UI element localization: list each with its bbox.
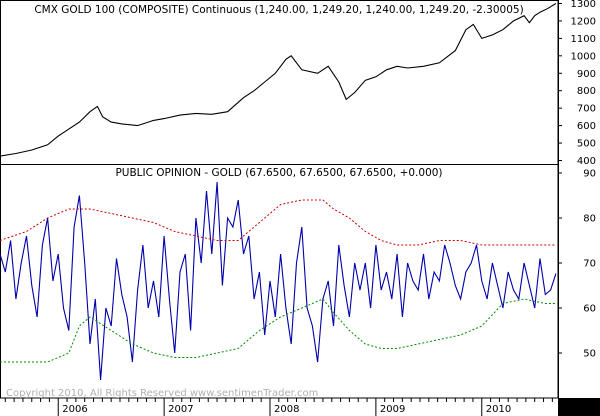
public-opinion-title: PUBLIC OPINION - GOLD (67.6500, 67.6500,… <box>115 167 442 179</box>
y-tick-label: 1100 <box>571 34 596 45</box>
x-tick-label: 2009 <box>380 404 405 415</box>
x-tick-label: 2008 <box>274 404 299 415</box>
gold-price-title: CMX GOLD 100 (COMPOSITE) Continuous (1,2… <box>34 4 523 16</box>
y-tick-label: 700 <box>577 104 596 115</box>
y-tick-label: 60 <box>583 304 596 315</box>
copyright-credit: Copyright 2010, All Rights Reserved www.… <box>6 388 318 399</box>
y-tick-label: 800 <box>577 86 596 97</box>
x-tick-label: 2006 <box>62 404 87 415</box>
primary-series-line <box>0 181 557 381</box>
y-tick-label: 70 <box>583 259 596 270</box>
y-tick-label: 80 <box>583 214 596 225</box>
y-tick-label: 500 <box>577 139 596 150</box>
y-tick-label: 90 <box>583 169 596 180</box>
y-tick-label: 50 <box>583 349 596 360</box>
public-opinion-panel: 50 60 70 80 90 2006 2007 2008 2009 2010 <box>0 169 596 416</box>
y-tick-label: 900 <box>577 69 596 80</box>
y-tick-label: 1300 <box>571 0 596 10</box>
axis-corner-block <box>558 398 600 416</box>
upper-band-line <box>0 199 556 246</box>
y-tick-label: 600 <box>577 121 596 132</box>
gold-price-line <box>0 3 557 157</box>
y-tick-label: 1000 <box>571 51 596 62</box>
gold-price-panel: 400 500 600 700 800 900 1000 1100 1200 1300 <box>0 0 596 167</box>
x-tick-label: 2010 <box>486 404 511 415</box>
y-tick-label: 400 <box>577 156 596 167</box>
lower-band-line <box>0 298 556 363</box>
plot-border <box>0 0 559 399</box>
x-tick-label: 2007 <box>168 404 193 415</box>
y-tick-label: 1200 <box>571 16 596 27</box>
